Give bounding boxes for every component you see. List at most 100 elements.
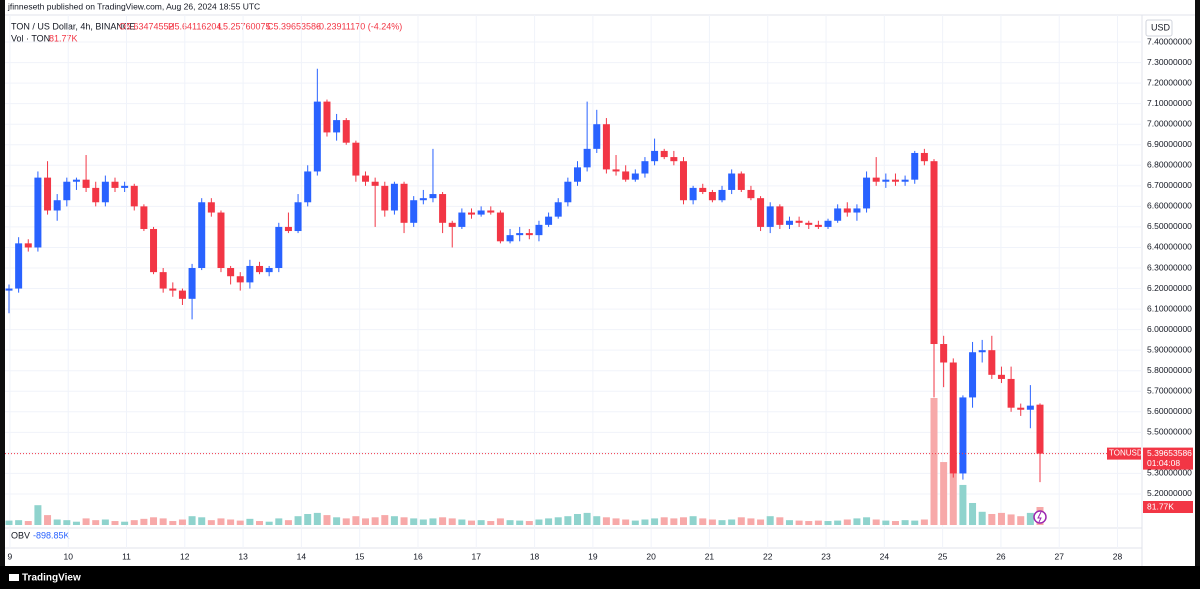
volume-bar bbox=[448, 518, 456, 525]
volume-bar bbox=[150, 517, 158, 525]
candle-body bbox=[429, 194, 437, 199]
chart-background bbox=[5, 0, 1195, 566]
volume-bar bbox=[207, 520, 215, 525]
open-value: O5.63474552 bbox=[119, 21, 174, 31]
last-price: 5.39653586 bbox=[1147, 448, 1192, 458]
x-tick-label: 25 bbox=[938, 551, 948, 561]
x-tick-label: 24 bbox=[880, 551, 890, 561]
high-value: H5.64116204 bbox=[168, 21, 221, 31]
candle-body bbox=[911, 152, 919, 180]
volume-bar bbox=[978, 511, 986, 525]
ticker: TONUSD bbox=[1109, 449, 1143, 458]
price-badge bbox=[1143, 447, 1193, 470]
candle-body bbox=[949, 362, 957, 474]
volume-bar bbox=[814, 520, 822, 525]
volume-bar bbox=[313, 512, 321, 525]
candle-body bbox=[766, 206, 774, 227]
volume-bar bbox=[111, 521, 119, 525]
y-tick-label: 7.10000000 bbox=[1147, 98, 1192, 108]
candle-body bbox=[333, 120, 341, 133]
volume-bar bbox=[496, 518, 504, 525]
candle-body bbox=[1036, 404, 1044, 454]
volume-bar bbox=[891, 521, 899, 525]
candle-body bbox=[256, 265, 264, 273]
candle-body bbox=[612, 169, 620, 172]
x-tick-label: 27 bbox=[1054, 551, 1064, 561]
candle-body bbox=[304, 171, 312, 203]
candle-body bbox=[323, 101, 331, 133]
y-tick-label: 5.70000000 bbox=[1147, 386, 1192, 396]
y-tick-label: 6.70000000 bbox=[1147, 180, 1192, 190]
y-tick-label: 6.40000000 bbox=[1147, 242, 1192, 252]
y-tick-label: 5.80000000 bbox=[1147, 365, 1192, 375]
volume-bar bbox=[843, 519, 851, 525]
candle-body bbox=[63, 181, 71, 201]
candle-body bbox=[554, 202, 562, 217]
candle-body bbox=[708, 191, 716, 201]
candle-body bbox=[699, 187, 707, 192]
candle-body bbox=[381, 185, 389, 211]
volume-bar bbox=[564, 516, 572, 525]
volume-bar bbox=[940, 462, 948, 525]
x-tick-label: 18 bbox=[530, 551, 540, 561]
volume-bar bbox=[265, 521, 273, 525]
candle-body bbox=[631, 173, 639, 180]
volume-bar bbox=[911, 520, 919, 525]
volume-bar bbox=[583, 512, 591, 525]
candle-body bbox=[150, 228, 158, 273]
volume-bar bbox=[439, 517, 447, 525]
candle-body bbox=[660, 150, 668, 158]
candle-body bbox=[419, 198, 427, 201]
candle-body bbox=[988, 350, 996, 375]
candle-body bbox=[496, 212, 504, 242]
y-tick-label: 6.50000000 bbox=[1147, 221, 1192, 231]
volume-bar bbox=[506, 520, 514, 525]
candle-body bbox=[400, 183, 408, 223]
y-tick-label: 6.90000000 bbox=[1147, 139, 1192, 149]
candle-body bbox=[362, 175, 370, 182]
volume-bar bbox=[651, 518, 659, 525]
candle-body bbox=[1017, 407, 1025, 410]
volume-bar bbox=[198, 517, 206, 525]
y-tick-label: 5.50000000 bbox=[1147, 427, 1192, 437]
candle-body bbox=[130, 185, 138, 207]
candle-body bbox=[564, 181, 572, 203]
ticker-badge bbox=[1107, 447, 1141, 460]
x-tick-label: 23 bbox=[821, 551, 831, 561]
candle-body bbox=[593, 124, 601, 149]
candle-body bbox=[24, 243, 32, 248]
candle-body bbox=[448, 222, 456, 227]
candle-body bbox=[940, 344, 948, 363]
candle-body bbox=[371, 181, 379, 186]
volume-bar bbox=[805, 521, 813, 525]
volume-bar bbox=[410, 518, 418, 525]
y-tick-label: 6.30000000 bbox=[1147, 262, 1192, 272]
volume-bar bbox=[188, 516, 196, 525]
alert-icon[interactable] bbox=[1033, 510, 1047, 524]
candle-body bbox=[930, 161, 938, 345]
candle-body bbox=[159, 272, 167, 289]
x-tick-label: 13 bbox=[238, 551, 248, 561]
candle-body bbox=[352, 142, 360, 176]
candle-body bbox=[342, 120, 350, 143]
volume-bar bbox=[227, 519, 235, 525]
volume-bar bbox=[5, 520, 13, 525]
volume-bar bbox=[853, 518, 861, 525]
candle-body bbox=[920, 152, 928, 162]
volume-bar bbox=[969, 502, 977, 525]
currency-button[interactable] bbox=[1145, 19, 1173, 37]
y-tick-label: 6.80000000 bbox=[1147, 160, 1192, 170]
volume-bar bbox=[525, 521, 533, 525]
volume-bar bbox=[294, 516, 302, 525]
candle-body bbox=[169, 288, 177, 291]
candle-body bbox=[901, 179, 909, 182]
candle-body bbox=[785, 220, 793, 225]
candle-body bbox=[53, 200, 61, 211]
volume-badge-label: 81.77K bbox=[1147, 501, 1174, 511]
volume-bar bbox=[641, 519, 649, 525]
candle-body bbox=[121, 185, 129, 188]
candle-body bbox=[834, 208, 842, 221]
published-note: jfinneseth published on TradingView.com,… bbox=[7, 1, 260, 11]
volume-bar bbox=[535, 519, 543, 525]
volume-bar bbox=[747, 518, 755, 525]
